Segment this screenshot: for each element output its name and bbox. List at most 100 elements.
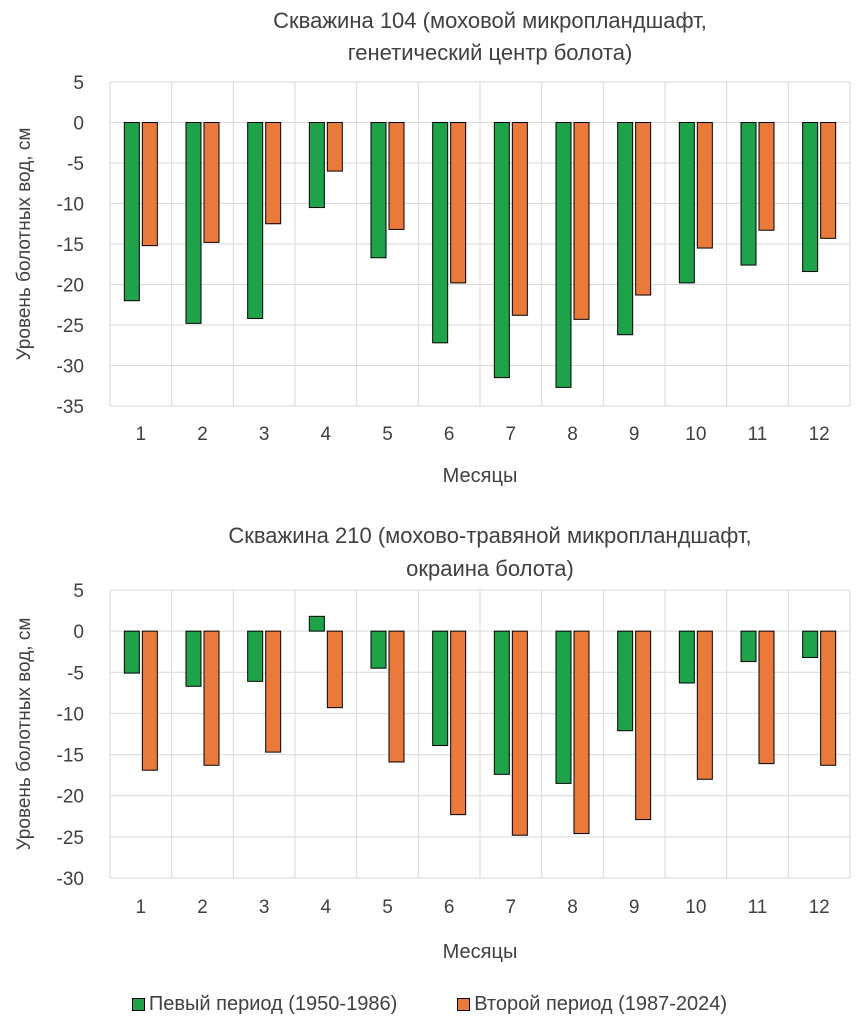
x-tick-label: 8 — [567, 897, 578, 918]
chart-title-line: генетический центр болота) — [348, 40, 633, 65]
bar-series1-month-3 — [247, 630, 264, 682]
x-tick-label: 5 — [382, 897, 393, 918]
bar-series1-month-7 — [493, 122, 510, 379]
bar-series1-month-11 — [740, 122, 757, 266]
x-tick-label: 5 — [382, 424, 393, 445]
x-tick-label: 9 — [629, 897, 640, 918]
y-tick-label: -30 — [57, 869, 84, 890]
y-axis-label: Уровень болотных вод, см — [14, 618, 35, 851]
bar-series1-month-2 — [185, 630, 202, 687]
x-tick-label: 1 — [136, 897, 147, 918]
y-tick-label: 5 — [73, 581, 84, 602]
bar-series1-month-10 — [678, 122, 695, 284]
bar-series1-month-2 — [185, 122, 202, 324]
bar-series1-month-9 — [617, 630, 634, 732]
y-tick-label: -5 — [67, 154, 84, 175]
bar-series1-month-1 — [123, 122, 140, 302]
bar-series2-month-1 — [141, 630, 158, 771]
charts-svg: Скважина 104 (моховой микропландшафт, ген… — [14, 8, 851, 963]
bar-series2-month-7 — [511, 630, 528, 836]
x-tick-label: 7 — [506, 897, 517, 918]
bar-series1-month-4 — [308, 615, 325, 632]
bar-series1-month-9 — [617, 122, 634, 336]
bar-series1-month-8 — [555, 122, 572, 388]
chart-2: Скважина 210 (мохово-травяной микропланд… — [14, 523, 851, 963]
legend-item-second-period: Второй период (1987-2024) — [457, 990, 727, 1018]
bar-series2-month-10 — [696, 122, 713, 249]
x-tick-label: 8 — [567, 424, 578, 445]
legend-item-first-period: Певый период (1950-1986) — [131, 990, 398, 1018]
y-tick-label: -10 — [57, 704, 84, 725]
chart-title-line: Скважина 210 (мохово-травяной микропланд… — [228, 523, 751, 548]
legend-swatch-first-period — [131, 997, 145, 1011]
chart-title-line: Скважина 104 (моховой микропландшафт, — [273, 8, 707, 33]
bar-series1-month-8 — [555, 630, 572, 784]
bar-series2-month-8 — [573, 630, 590, 835]
y-tick-label: 0 — [73, 622, 84, 643]
x-axis-label: Месяцы — [443, 465, 518, 487]
x-tick-label: 2 — [197, 424, 208, 445]
bar-series1-month-11 — [740, 630, 757, 663]
bar-series2-month-6 — [450, 122, 467, 284]
y-tick-label: -15 — [57, 235, 84, 256]
bar-series2-month-2 — [203, 630, 220, 766]
x-tick-label: 4 — [321, 897, 332, 918]
y-tick-label: -30 — [57, 357, 84, 378]
bar-series2-month-3 — [265, 122, 282, 225]
x-tick-label: 2 — [197, 897, 208, 918]
x-tick-label: 12 — [809, 897, 830, 918]
legend: Певый период (1950-1986) Второй период (… — [0, 990, 859, 1018]
x-tick-label: 4 — [321, 424, 332, 445]
x-tick-label: 3 — [259, 424, 270, 445]
x-tick-label: 9 — [629, 424, 640, 445]
y-tick-label: -20 — [57, 276, 84, 297]
bar-series1-month-4 — [308, 122, 325, 209]
y-tick-label: -5 — [67, 663, 84, 684]
bar-series1-month-6 — [432, 122, 449, 344]
chart-title-line: окраина болота) — [406, 556, 574, 581]
bar-series2-month-9 — [635, 122, 652, 296]
y-tick-label: -10 — [57, 195, 84, 216]
bar-series1-month-10 — [678, 630, 695, 684]
bar-series2-month-11 — [758, 630, 775, 765]
y-tick-label: 0 — [73, 114, 84, 135]
bar-series2-month-5 — [388, 122, 405, 230]
y-tick-label: -15 — [57, 746, 84, 767]
bar-series1-month-12 — [802, 122, 819, 273]
bar-series1-month-5 — [370, 122, 387, 259]
y-tick-label: -20 — [57, 787, 84, 808]
bar-series2-month-11 — [758, 122, 775, 231]
bar-series1-month-12 — [802, 630, 819, 658]
y-tick-label: -25 — [57, 316, 84, 337]
x-axis-label: Месяцы — [443, 941, 518, 963]
bar-series1-month-5 — [370, 630, 387, 669]
x-tick-label: 10 — [685, 424, 706, 445]
x-tick-label: 12 — [809, 424, 830, 445]
y-tick-label: -35 — [57, 397, 84, 418]
bar-series2-month-6 — [450, 630, 467, 816]
bar-series1-month-6 — [432, 630, 449, 747]
legend-swatch-second-period — [457, 997, 471, 1011]
x-tick-label: 3 — [259, 897, 270, 918]
bar-series1-month-7 — [493, 630, 510, 775]
bar-series2-month-3 — [265, 630, 282, 753]
legend-label-first-period: Певый период (1950-1986) — [148, 992, 398, 1015]
bar-series2-month-1 — [141, 122, 158, 247]
bar-series1-month-3 — [247, 122, 264, 320]
bar-series2-month-12 — [820, 630, 837, 766]
x-tick-label: 1 — [136, 424, 147, 445]
chart-1: Скважина 104 (моховой микропландшафт, ген… — [14, 8, 851, 487]
bar-series2-month-5 — [388, 630, 405, 763]
bar-series2-month-8 — [573, 122, 590, 320]
bar-series2-month-7 — [511, 122, 528, 316]
bar-series2-month-10 — [696, 630, 713, 780]
y-tick-label: -25 — [57, 828, 84, 849]
bar-series2-month-12 — [820, 122, 837, 239]
x-tick-label: 11 — [748, 897, 768, 918]
bar-series2-month-4 — [326, 630, 343, 709]
bar-series2-month-4 — [326, 122, 343, 172]
x-tick-label: 6 — [444, 897, 455, 918]
legend-label-second-period: Второй период (1987-2024) — [474, 992, 728, 1015]
y-tick-label: 5 — [73, 73, 84, 94]
